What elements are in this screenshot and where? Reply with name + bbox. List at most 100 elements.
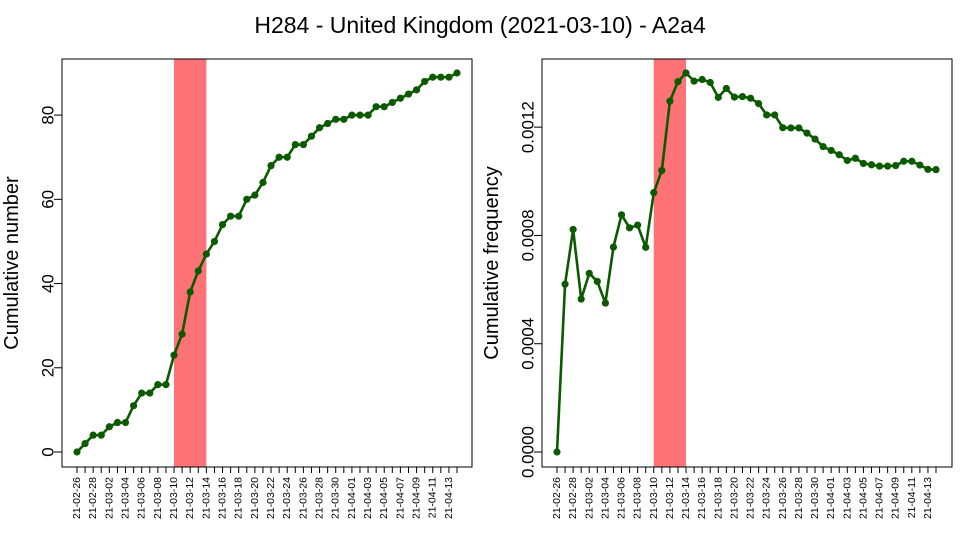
data-point [706, 78, 714, 87]
data-point [105, 423, 113, 431]
data-point [932, 166, 940, 174]
x-tick-label: 21-03-30 [809, 477, 821, 519]
y-axis-title: Cumulative frequency [481, 166, 503, 359]
data-point [437, 73, 445, 81]
data-point [843, 156, 851, 165]
data-point [722, 84, 730, 93]
y-tick-label: 0.0008 [519, 209, 538, 261]
x-tick-label: 21-03-18 [712, 477, 724, 519]
data-point [421, 77, 429, 86]
data-point [380, 103, 388, 111]
y-tick-label: 0.0000 [519, 426, 538, 478]
chart-panel-1: 0 20 40 60 80 Cumulative number 21-02-26 21-02-… [1, 58, 473, 519]
data-point [251, 191, 259, 199]
data-point [771, 111, 779, 119]
series-line [76, 71, 458, 453]
x-tick-label: 21-03-20 [728, 477, 740, 519]
data-point [892, 161, 900, 170]
plot-frame [541, 58, 953, 468]
x-tick-label: 21-03-12 [184, 477, 196, 519]
data-point [129, 402, 138, 410]
data-point [577, 295, 585, 303]
x-tick-label: 21-04-03 [362, 477, 374, 519]
data-point [194, 267, 202, 275]
y-axis-title: Cumulative number [1, 176, 23, 350]
data-point [754, 99, 763, 108]
data-point [851, 154, 859, 162]
data-point [202, 250, 210, 258]
x-tick-label: 21-03-02 [583, 477, 595, 519]
data-point [867, 161, 876, 169]
data-point [243, 195, 251, 203]
data-point [364, 111, 372, 119]
data-point [730, 93, 739, 101]
data-point [340, 115, 348, 123]
x-tick-label: 21-04-09 [411, 477, 423, 519]
x-tick-label: 21-03-14 [200, 477, 212, 519]
data-point [259, 178, 267, 187]
data-point [698, 75, 706, 84]
x-tick-label: 21-04-07 [874, 477, 886, 519]
data-point [154, 381, 162, 389]
chart-title: H284 - United Kingdom (2021-03-10) - A2a… [254, 12, 706, 38]
data-point [453, 69, 461, 77]
data-point [186, 288, 194, 296]
y-tick-label: 20 [39, 358, 58, 377]
x-tick-label: 21-03-08 [632, 477, 644, 519]
data-point [585, 269, 593, 277]
x-tick-label: 21-02-28 [87, 477, 99, 519]
x-tick-label: 21-04-05 [857, 477, 869, 519]
x-tick-label: 21-02-26 [551, 477, 563, 519]
x-tick-label: 21-03-16 [696, 477, 708, 519]
x-tick-label: 21-03-10 [168, 477, 180, 519]
data-point [429, 73, 437, 81]
x-tick-label: 21-03-14 [680, 477, 692, 519]
data-point [299, 140, 307, 149]
data-point [650, 189, 658, 197]
x-tick-label: 21-02-26 [71, 477, 83, 519]
data-point [553, 448, 561, 456]
data-point [859, 159, 868, 168]
data-point [738, 92, 747, 101]
data-point [283, 153, 291, 161]
x-tick-label: 21-03-22 [265, 477, 277, 519]
x-tick-label: 21-03-22 [745, 477, 757, 519]
data-point [714, 93, 722, 101]
data-point [609, 243, 618, 251]
data-point [146, 389, 154, 397]
data-point [827, 146, 835, 155]
data-point [275, 153, 283, 161]
data-point [210, 237, 219, 246]
data-point [908, 157, 916, 165]
x-tick-label: 21-03-28 [314, 477, 326, 519]
data-point [315, 124, 324, 132]
data-point [73, 448, 81, 456]
data-point [666, 97, 674, 105]
data-point [924, 165, 932, 173]
data-point [811, 135, 819, 143]
data-point [162, 381, 170, 389]
x-tick-label: 21-03-16 [217, 477, 229, 519]
x-tick-label: 21-04-11 [906, 477, 918, 518]
y-tick-label: 0.0004 [519, 318, 538, 370]
x-tick-label: 21-03-30 [330, 477, 342, 519]
x-tick-label: 21-02-28 [567, 477, 579, 519]
x-tick-label: 21-03-02 [103, 477, 115, 519]
x-tick-label: 21-03-10 [648, 477, 660, 519]
data-point [569, 225, 577, 234]
data-point [682, 69, 690, 77]
x-tick-label: 21-03-24 [761, 477, 773, 519]
data-point [121, 418, 130, 427]
y-tick-label: 0 [39, 447, 58, 456]
chart-panel-2: 0.0000 0.0004 0.0008 0.0012 Cumulative frequ… [481, 58, 953, 519]
x-tick-label: 21-03-26 [297, 477, 309, 519]
data-point [819, 143, 827, 151]
x-tick-label: 21-04-03 [841, 477, 853, 519]
data-point [835, 151, 843, 159]
x-tick-label: 21-04-01 [825, 477, 837, 519]
x-tick-label: 21-03-06 [136, 477, 148, 519]
y-tick-label: 80 [39, 106, 58, 125]
data-point [356, 111, 364, 119]
x-tick-label: 21-03-28 [793, 477, 805, 519]
